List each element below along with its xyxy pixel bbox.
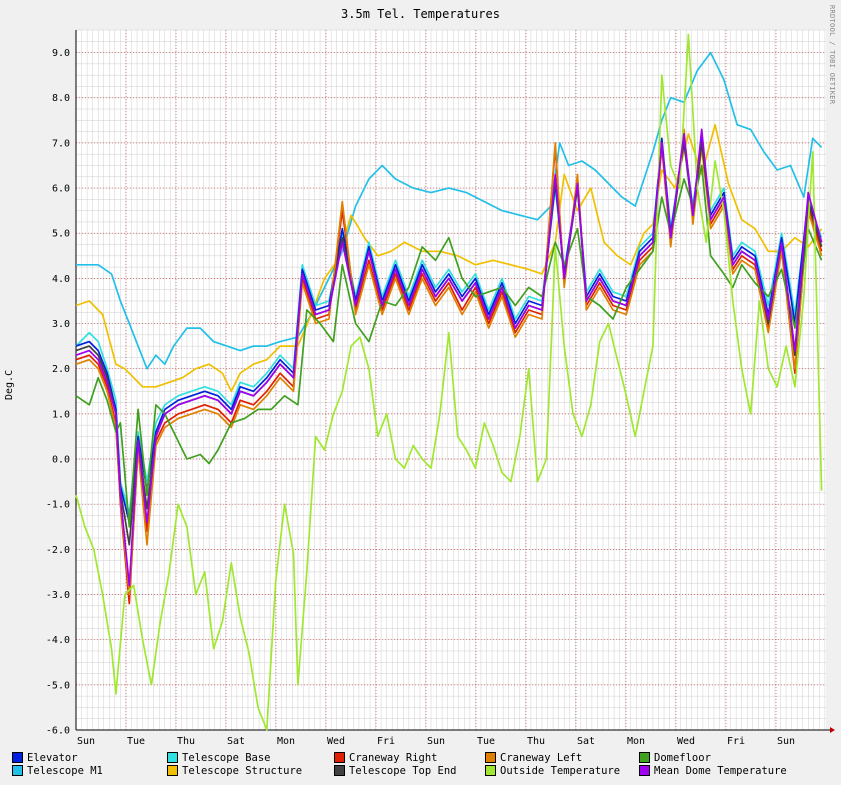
y-tick-label: 5.0 bbox=[52, 229, 70, 240]
legend-item: Elevator bbox=[12, 751, 78, 764]
y-tick-label: 9.0 bbox=[52, 48, 70, 59]
y-tick-label: 8.0 bbox=[52, 93, 70, 104]
x-tick-label: Thu bbox=[177, 736, 195, 747]
legend-item: Craneway Left bbox=[485, 751, 582, 764]
legend-label: Outside Temperature bbox=[500, 764, 621, 777]
y-tick-label: -2.0 bbox=[46, 545, 70, 556]
x-tick-label: Sun bbox=[427, 736, 445, 747]
legend-label: Domefloor bbox=[654, 751, 711, 764]
x-tick-label: Fri bbox=[727, 736, 745, 747]
x-tick-label: Sat bbox=[577, 736, 595, 747]
legend-label: Telescope Base bbox=[182, 751, 271, 764]
legend-swatch bbox=[12, 752, 23, 763]
y-tick-label: 7.0 bbox=[52, 138, 70, 149]
series-line bbox=[75, 33, 823, 731]
y-tick-label: -1.0 bbox=[46, 500, 70, 511]
chart-title: 3.5m Tel. Temperatures bbox=[341, 7, 500, 21]
y-tick-label: -3.0 bbox=[46, 590, 70, 601]
x-tick-label: Sat bbox=[227, 736, 245, 747]
y-tick-label: 0.0 bbox=[52, 455, 70, 466]
legend-label: Telescope Structure bbox=[182, 764, 303, 777]
legend-swatch bbox=[334, 752, 345, 763]
legend-label: Craneway Right bbox=[349, 751, 438, 764]
y-tick-label: -4.0 bbox=[46, 635, 70, 646]
y-tick-label: 4.0 bbox=[52, 274, 70, 285]
legend-swatch bbox=[485, 752, 496, 763]
x-tick-label: Wed bbox=[327, 736, 345, 747]
legend-swatch bbox=[12, 765, 23, 776]
legend-label: Mean Dome Temperature bbox=[654, 764, 787, 777]
rrdtool-credit: RRDTOOL / TOBI OETIKER bbox=[828, 5, 836, 105]
x-tick-label: Sun bbox=[777, 736, 795, 747]
x-tick-label: Tue bbox=[127, 736, 145, 747]
x-tick-label: Tue bbox=[477, 736, 495, 747]
legend-swatch bbox=[485, 765, 496, 776]
legend-swatch bbox=[639, 765, 650, 776]
legend-swatch bbox=[639, 752, 650, 763]
legend-item: Domefloor bbox=[639, 751, 711, 764]
legend-swatch bbox=[167, 752, 178, 763]
x-tick-label: Fri bbox=[377, 736, 395, 747]
y-tick-label: -6.0 bbox=[46, 726, 70, 737]
legend-swatch bbox=[334, 765, 345, 776]
legend-label: Telescope M1 bbox=[27, 764, 103, 777]
x-tick-label: Mon bbox=[627, 736, 645, 747]
y-tick-label: 1.0 bbox=[52, 409, 70, 420]
legend-label: Elevator bbox=[27, 751, 78, 764]
series-line bbox=[75, 128, 823, 587]
x-tick-label: Sun bbox=[77, 736, 95, 747]
x-tick-label: Thu bbox=[527, 736, 545, 747]
y-tick-label: 2.0 bbox=[52, 364, 70, 375]
legend-label: Craneway Left bbox=[500, 751, 583, 764]
legend-item: Telescope Top End bbox=[334, 764, 456, 777]
legend-label: Telescope Top End bbox=[349, 764, 457, 777]
legend-swatch bbox=[167, 765, 178, 776]
x-tick-label: Mon bbox=[277, 736, 295, 747]
legend-item: Outside Temperature bbox=[485, 764, 620, 777]
legend-item: Telescope M1 bbox=[12, 764, 103, 777]
legend-item: Craneway Right bbox=[334, 751, 438, 764]
legend-item: Telescope Structure bbox=[167, 764, 302, 777]
y-tick-label: 6.0 bbox=[52, 184, 70, 195]
series-line bbox=[76, 51, 823, 370]
legend-item: Mean Dome Temperature bbox=[639, 764, 787, 777]
x-tick-label: Wed bbox=[677, 736, 695, 747]
legend-item: Telescope Base bbox=[167, 751, 271, 764]
y-tick-label: -5.0 bbox=[46, 680, 70, 691]
y-tick-label: 3.0 bbox=[52, 319, 70, 330]
x-axis-arrow bbox=[830, 727, 835, 733]
